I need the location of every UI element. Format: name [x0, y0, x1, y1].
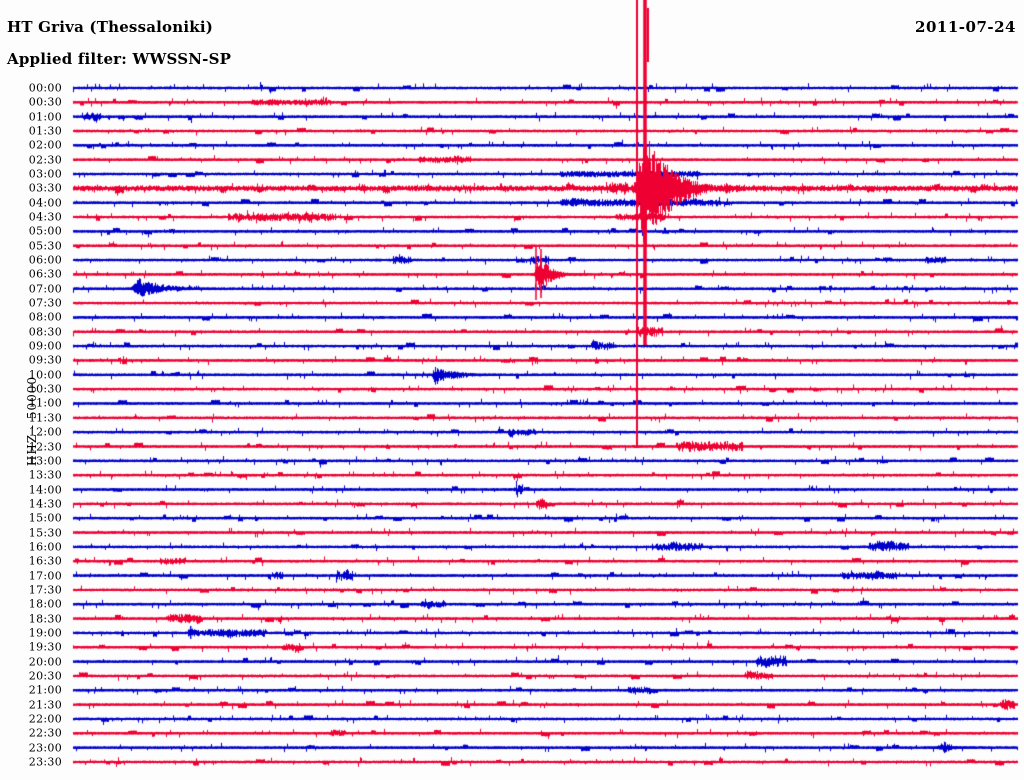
row-time-label: 03:30 — [28, 181, 62, 195]
station-title: HT Griva (Thessaloniki) — [7, 18, 214, 36]
row-time-label: 09:30 — [28, 353, 62, 367]
row-time-label: 13:00 — [28, 454, 62, 468]
row-time-label: 01:00 — [28, 110, 62, 124]
row-time-label: 19:30 — [28, 640, 62, 654]
row-time-label: 09:00 — [28, 339, 62, 353]
row-time-label: 15:00 — [28, 511, 62, 525]
row-time-label: 04:00 — [28, 196, 62, 210]
row-time-label: 22:00 — [28, 712, 62, 726]
row-time-label: 04:30 — [28, 210, 62, 224]
row-time-label: 10:30 — [28, 382, 62, 396]
row-time-label: 10:00 — [28, 368, 62, 382]
row-time-label: 13:30 — [28, 468, 62, 482]
row-time-label: 02:30 — [28, 153, 62, 167]
row-time-label: 14:30 — [28, 497, 62, 511]
row-time-label: 23:00 — [28, 741, 62, 755]
row-time-label: 01:30 — [28, 124, 62, 138]
row-time-label: 18:00 — [28, 597, 62, 611]
row-time-label: 17:30 — [28, 583, 62, 597]
row-time-label: 06:30 — [28, 267, 62, 281]
row-time-label: 22:30 — [28, 726, 62, 740]
row-time-label: 17:00 — [28, 569, 62, 583]
row-time-label: 07:00 — [28, 282, 62, 296]
row-time-label: 20:30 — [28, 669, 62, 683]
row-time-label: 12:00 — [28, 425, 62, 439]
row-time-label: 11:30 — [28, 411, 62, 425]
row-time-label: 08:30 — [28, 325, 62, 339]
row-time-label: 14:00 — [28, 483, 62, 497]
row-time-label: 12:30 — [28, 440, 62, 453]
row-time-label: 16:00 — [28, 540, 62, 554]
row-time-label: 03:00 — [28, 167, 62, 181]
row-time-label: 15:30 — [28, 526, 62, 540]
row-time-label: 19:00 — [28, 626, 62, 640]
row-time-label: 23:30 — [28, 755, 62, 769]
row-time-label: 18:30 — [28, 612, 62, 626]
row-time-label: 00:30 — [28, 95, 62, 109]
row-time-label: 00:00 — [28, 81, 62, 95]
row-time-label: 21:30 — [28, 698, 62, 712]
row-time-label: 02:00 — [28, 138, 62, 152]
row-time-label: 05:30 — [28, 239, 62, 253]
row-time-label: 11:00 — [28, 396, 62, 410]
date-label: 2011-07-24 — [915, 18, 1016, 36]
row-time-label: 20:00 — [28, 655, 62, 669]
row-time-label: 21:00 — [28, 683, 62, 697]
row-time-label: 06:00 — [28, 253, 62, 267]
row-time-label: 16:30 — [28, 554, 62, 568]
row-time-label: 08:00 — [28, 310, 62, 324]
row-time-label: 05:00 — [28, 224, 62, 238]
row-time-label: 07:30 — [28, 296, 62, 310]
applied-filter-label: Applied filter: WWSSN-SP — [7, 50, 232, 68]
